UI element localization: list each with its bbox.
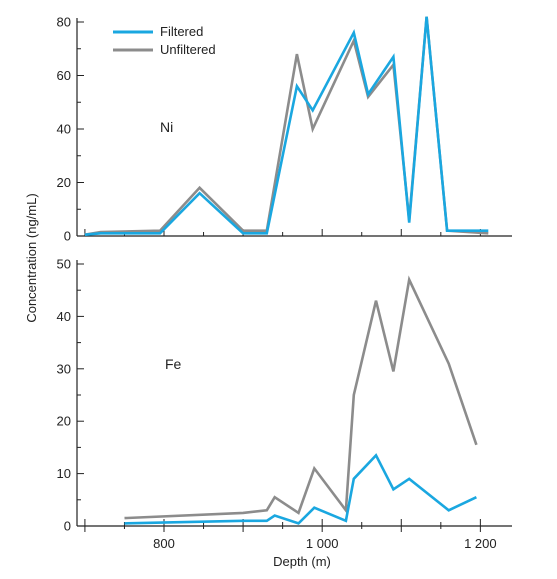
x-tick-label: 1 200 <box>464 536 497 551</box>
legend-label-filtered: Filtered <box>160 24 203 39</box>
y-tick-label: 30 <box>57 361 71 376</box>
series-line-filtered <box>84 16 489 236</box>
y-axis-title: Concentration (ng/mL) <box>24 193 39 322</box>
y-tick-label: 40 <box>57 122 71 137</box>
x-tick-label: 800 <box>153 536 175 551</box>
panel-label: Ni <box>160 119 173 135</box>
y-tick-label: 20 <box>57 414 71 429</box>
y-tick-label: 40 <box>57 309 71 324</box>
y-tick-label: 80 <box>57 15 71 30</box>
legend: Filtered Unfiltered <box>113 24 216 57</box>
series-line-filtered <box>124 453 477 525</box>
fe-panel: 0 10 20 30 40 50 Fe <box>57 257 512 534</box>
ni-panel: 0 20 40 60 80 Ni <box>57 15 512 244</box>
x-axis: 800 1 000 1 200 <box>84 526 497 551</box>
panel-label: Fe <box>165 356 182 372</box>
y-tick-label: 0 <box>64 519 71 534</box>
y-tick-label: 60 <box>57 68 71 83</box>
x-tick-label: 1 000 <box>306 536 339 551</box>
y-tick-label: 20 <box>57 175 71 190</box>
y-tick-label: 50 <box>57 257 71 272</box>
x-axis-title: Depth (m) <box>273 554 331 569</box>
y-tick-label: 0 <box>64 229 71 244</box>
series-line-unfiltered <box>124 275 478 520</box>
legend-label-unfiltered: Unfiltered <box>160 42 216 57</box>
y-tick-label: 10 <box>57 466 71 481</box>
